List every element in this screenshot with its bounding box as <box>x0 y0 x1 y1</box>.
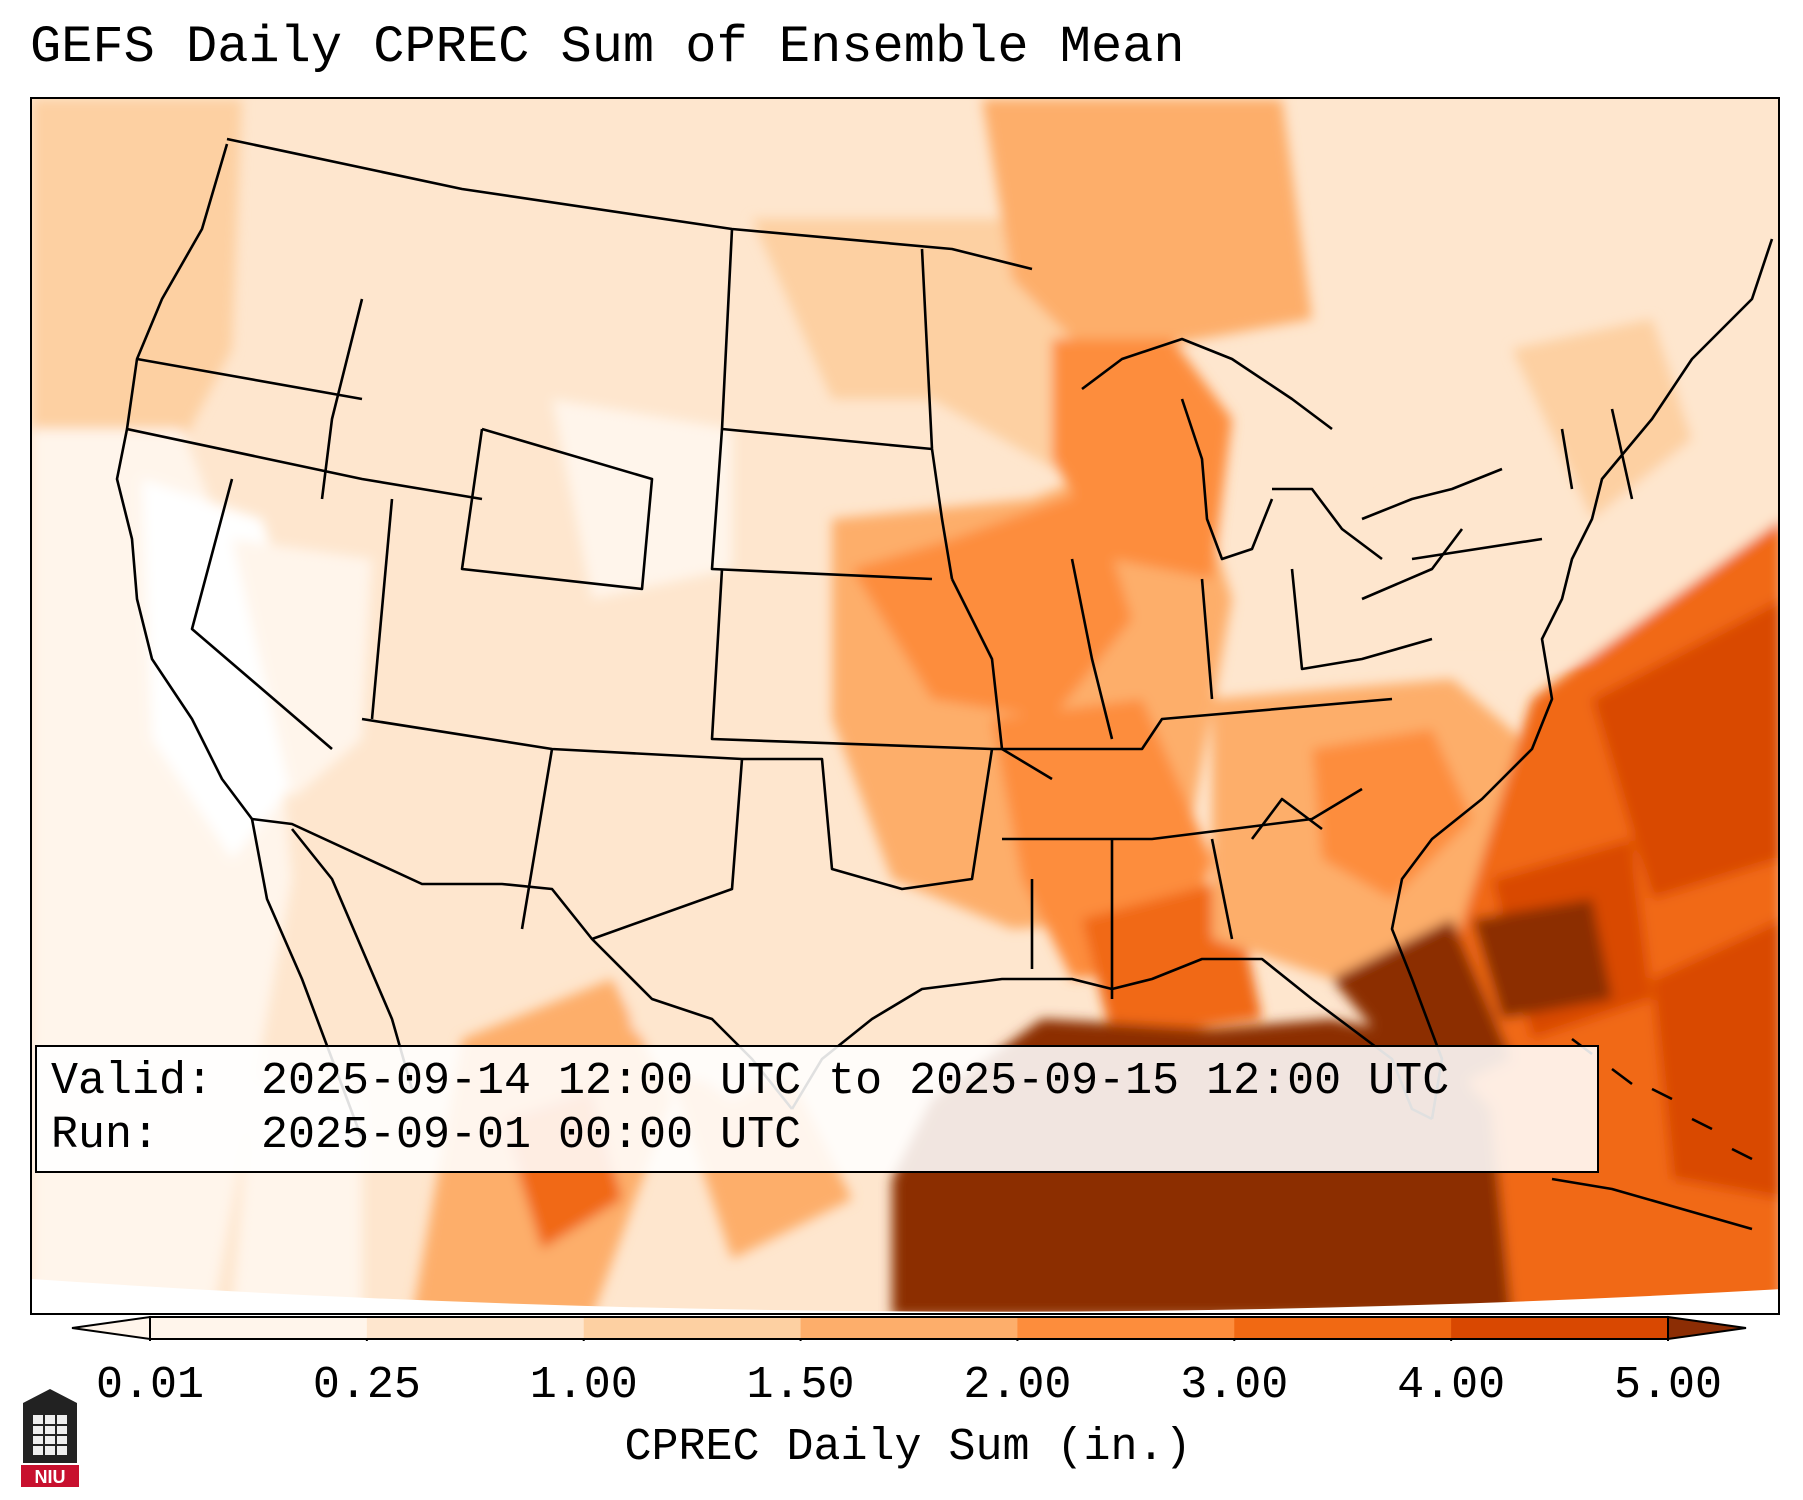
colorbar-tick-label: 1.00 <box>529 1360 638 1411</box>
colorbar-tick-label: 1.50 <box>746 1360 855 1411</box>
colorbar-tick-label: 5.00 <box>1613 1360 1723 1411</box>
colorbar-segment <box>800 1317 1018 1339</box>
colorbar-tick-label: 0.25 <box>312 1360 421 1411</box>
map-title: GEFS Daily CPREC Sum of Ensemble Mean <box>30 18 1185 77</box>
colorbar-tick-label: 4.00 <box>1397 1360 1506 1411</box>
projection-edge <box>32 1279 1778 1313</box>
valid-label: Valid: <box>51 1056 214 1107</box>
colorbar-extend-min <box>71 1315 151 1341</box>
colorbar-tick-label: 2.00 <box>963 1360 1072 1411</box>
niu-logo: NIU <box>21 1389 79 1487</box>
colorbar-segment <box>1451 1317 1669 1339</box>
colorbar-segment <box>583 1317 802 1339</box>
colorbar-extend-max <box>1667 1315 1747 1341</box>
colorbar-segment <box>366 1317 585 1339</box>
logo-tower-lines <box>33 1415 67 1455</box>
colorbar-tick-label: 0.01 <box>95 1360 205 1411</box>
logo-banner <box>21 1465 79 1487</box>
colorbar-segment <box>150 1317 368 1339</box>
colorbar-segment <box>1234 1317 1452 1339</box>
colorbar-tick-label: 3.00 <box>1180 1360 1289 1411</box>
valid-value: 2025-09-14 12:00 UTC to 2025-09-15 12:00… <box>261 1056 1450 1107</box>
colorbar <box>71 1315 1747 1341</box>
run-label: Run: <box>51 1110 160 1161</box>
colorbar-outline <box>149 1316 1669 1340</box>
colorbar-segment <box>1017 1317 1235 1339</box>
colorbar-label: CPREC Daily Sum (in.) <box>624 1422 1192 1473</box>
valid-run-box: Valid: 2025-09-14 12:00 UTC to 2025-09-15… <box>35 1045 1599 1173</box>
logo-text: NIU <box>35 1467 66 1487</box>
run-value: 2025-09-01 00:00 UTC <box>261 1110 802 1161</box>
state-boundaries <box>115 137 1774 1231</box>
